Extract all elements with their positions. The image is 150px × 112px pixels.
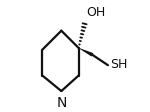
Text: N: N (56, 96, 67, 110)
Text: SH: SH (110, 58, 127, 71)
Text: OH: OH (86, 6, 106, 19)
Polygon shape (78, 48, 93, 57)
